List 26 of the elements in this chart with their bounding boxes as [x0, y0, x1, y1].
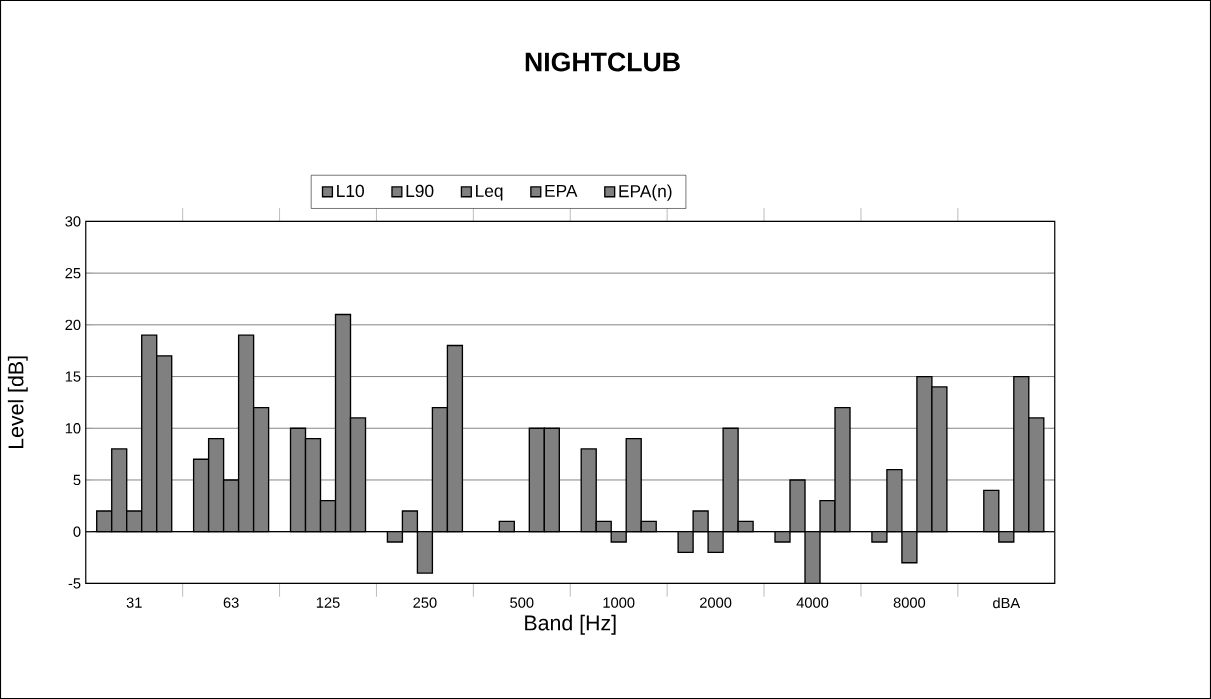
- y-tick-label: 0: [73, 526, 81, 537]
- y-axis-title: Level [dB]: [7, 356, 28, 449]
- x-tick-label: 63: [223, 597, 239, 608]
- y-tick-label: 15: [65, 371, 81, 382]
- x-tick-label: 500: [510, 597, 534, 608]
- x-tick-label: 1000: [603, 597, 635, 608]
- x-tick-label: 2000: [700, 597, 732, 608]
- y-tick-label: 5: [73, 474, 81, 486]
- y-tick-label: 30: [65, 216, 81, 227]
- y-tick-label: 25: [65, 267, 81, 279]
- legend-label: EPA(n): [619, 184, 672, 201]
- legend-label: L90: [406, 184, 434, 198]
- x-tick-label: dBA: [993, 597, 1021, 609]
- chart-title: NIGHTCLUB: [525, 52, 680, 72]
- y-tick-label: 10: [65, 423, 81, 434]
- legend-label: L10: [337, 184, 364, 198]
- legend-label: EPA: [545, 184, 578, 197]
- x-tick-label: 250: [413, 597, 437, 608]
- x-axis-title: Band [Hz]: [525, 614, 616, 635]
- y-tick-label: 20: [65, 319, 81, 331]
- x-tick-label: 125: [316, 597, 340, 608]
- x-tick-label: 31: [126, 597, 142, 608]
- y-tick-label: -5: [68, 578, 81, 589]
- legend-label: Leq: [476, 184, 503, 201]
- x-tick-label: 4000: [796, 597, 829, 608]
- x-tick-label: 8000: [893, 597, 926, 608]
